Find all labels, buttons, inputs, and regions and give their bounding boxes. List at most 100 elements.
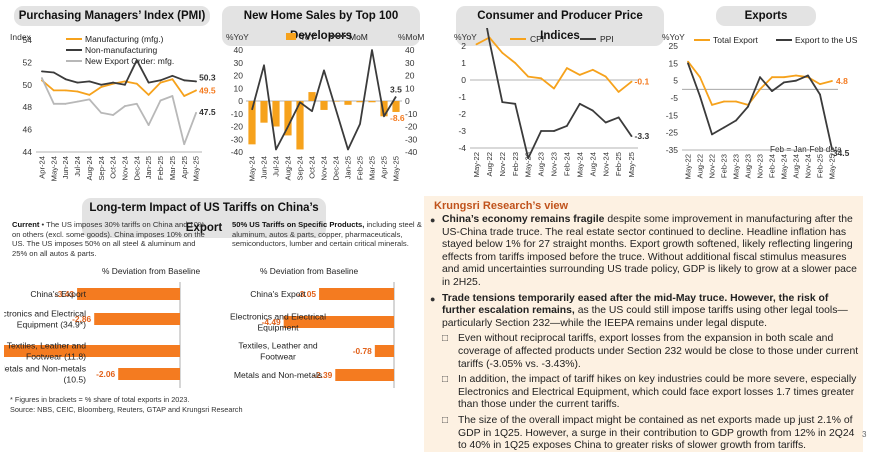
y-tick-label: -5 <box>670 93 678 103</box>
cpi-legend-cpi: CPI <box>530 34 544 44</box>
data-point <box>159 81 162 84</box>
series-line-0 <box>476 36 633 93</box>
tariff-category-label: Footwear (11.8) <box>26 352 86 362</box>
y-right-tick-label: 30 <box>405 58 415 68</box>
x-tick-label: Nov-24 <box>320 156 329 180</box>
tariff-category-label: Electronics and Electrical <box>230 312 326 322</box>
yoy-bar <box>368 101 376 103</box>
x-tick-label: Aug-23 <box>744 154 753 179</box>
x-tick-label: May-25 <box>392 156 401 181</box>
home-sales-chart: %YoY %MoM YoY MoM -40 -40-30 -30-20 -20-10-… <box>226 32 424 181</box>
data-point <box>112 114 114 116</box>
data-point <box>566 125 568 127</box>
data-point <box>578 74 581 76</box>
view-bullet-economy: China’s economy remains fragile despite … <box>430 214 860 290</box>
y-right-tick-label: 0 <box>405 96 410 106</box>
y-left-tick-label: 30 <box>234 58 244 68</box>
x-tick-label: Feb-25 <box>356 156 365 180</box>
figures-footnote: * Figures in brackets = % share of total… <box>10 395 190 404</box>
yoy-bar <box>356 101 364 103</box>
data-point <box>514 102 517 105</box>
data-point <box>64 102 67 105</box>
x-tick-label: Aug-22 <box>696 154 705 179</box>
y-tick-label: 0 <box>461 75 466 85</box>
data-point <box>159 99 162 102</box>
x-tick-label: May-25 <box>828 154 837 179</box>
x-tick-label: Dec-24 <box>332 156 341 180</box>
y-tick-label: 52 <box>23 57 33 67</box>
data-point <box>64 78 67 81</box>
yoy-bar <box>392 101 400 112</box>
page-number: 3 <box>862 430 867 439</box>
tariff-value-label: -2.06 <box>96 369 115 379</box>
data-point <box>783 81 785 84</box>
data-point <box>566 67 568 69</box>
tariff-category-label: China's Export <box>30 289 86 299</box>
home-legend-mom: MoM <box>349 32 368 42</box>
data-point <box>807 74 809 77</box>
view-bullet-trade-text: as the US could still impose tariffs usi… <box>442 305 848 329</box>
series-line-1 <box>486 28 633 160</box>
yoy-bar <box>380 101 388 117</box>
tariff-value-label: -4.49 <box>262 317 281 327</box>
y-left-tick-label: -40 <box>231 147 244 157</box>
x-tick-label: Jan-25 <box>344 156 353 179</box>
x-tick-label: May-24 <box>575 152 584 177</box>
y-left-tick-label: 40 <box>234 45 244 55</box>
data-point <box>135 59 138 62</box>
y-tick-label: -15 <box>666 110 679 120</box>
x-tick-label: Aug-24 <box>588 152 597 177</box>
x-tick-label: Feb-25 <box>614 152 623 176</box>
tariff-category-label: Metals and Non-metals <box>4 364 86 374</box>
cpi-ppi-chart: %YoY CPI PPI -4 -3 -2 -1 0 1 2 May-22 Aug-22 Nov-… <box>454 28 650 177</box>
data-point <box>783 76 785 79</box>
y-left-tick-label: -10 <box>231 109 244 119</box>
end-value-label: 4.8 <box>836 76 848 86</box>
yoy-bar <box>332 101 340 102</box>
current-tariff-text: • The US imposes 30% tariffs on China an… <box>12 220 205 258</box>
data-point <box>475 43 478 46</box>
krungsri-view-title: Krungsri Research’s view <box>434 200 569 212</box>
tariff-bar <box>335 369 394 381</box>
tariff-bar <box>283 316 394 328</box>
pmi-legend-mfg: Manufacturing (mfg.) <box>85 34 164 44</box>
data-point <box>604 75 607 78</box>
tariff-value-label: -2.39 <box>313 370 332 380</box>
data-point <box>771 90 773 92</box>
x-tick-label: Aug-22 <box>485 152 494 177</box>
tariff-bar <box>4 345 180 357</box>
data-point <box>795 74 797 77</box>
y-left-tick-label: 0 <box>238 96 243 106</box>
tariff-category-label: Electronics and Electrical <box>4 309 86 319</box>
yoy-bar <box>320 101 328 110</box>
y-tick-label: 2 <box>461 41 466 51</box>
yoy-bar <box>344 101 352 105</box>
data-point <box>159 79 162 82</box>
data-point <box>501 51 504 54</box>
y-right-tick-label: 40 <box>405 45 415 55</box>
end-value-label: 50.3 <box>199 72 216 82</box>
view-sub-section232: Even without reciprocal tariffs, export … <box>430 333 860 371</box>
data-point <box>723 126 725 129</box>
x-tick-label: May-22 <box>472 152 481 177</box>
tariff-value-label: -2.86 <box>72 314 91 324</box>
data-point <box>41 77 43 79</box>
x-tick-label: Aug-24 <box>284 156 293 181</box>
data-point <box>553 130 555 132</box>
y-tick-label: 50 <box>23 80 33 90</box>
series-line-2 <box>41 77 197 146</box>
data-point <box>591 109 594 112</box>
exports-y-axis-label: %YoY <box>662 32 685 42</box>
end-value-label: -3.3 <box>635 131 650 141</box>
y-right-tick-label: -30 <box>405 134 418 144</box>
x-tick-label: Jun-24 <box>61 156 70 179</box>
data-point <box>527 157 530 160</box>
data-point <box>64 89 67 92</box>
yoy-bar <box>308 92 316 101</box>
exports-chart: %YoY Total Export Export to the US Feb =… <box>662 32 858 179</box>
tariff-bar <box>118 368 180 380</box>
yoy-bar <box>284 101 292 136</box>
exports-title: Exports <box>716 6 816 26</box>
view-bullet-economy-bold: China’s economy remains fragile <box>442 214 605 225</box>
data-point <box>195 111 197 114</box>
